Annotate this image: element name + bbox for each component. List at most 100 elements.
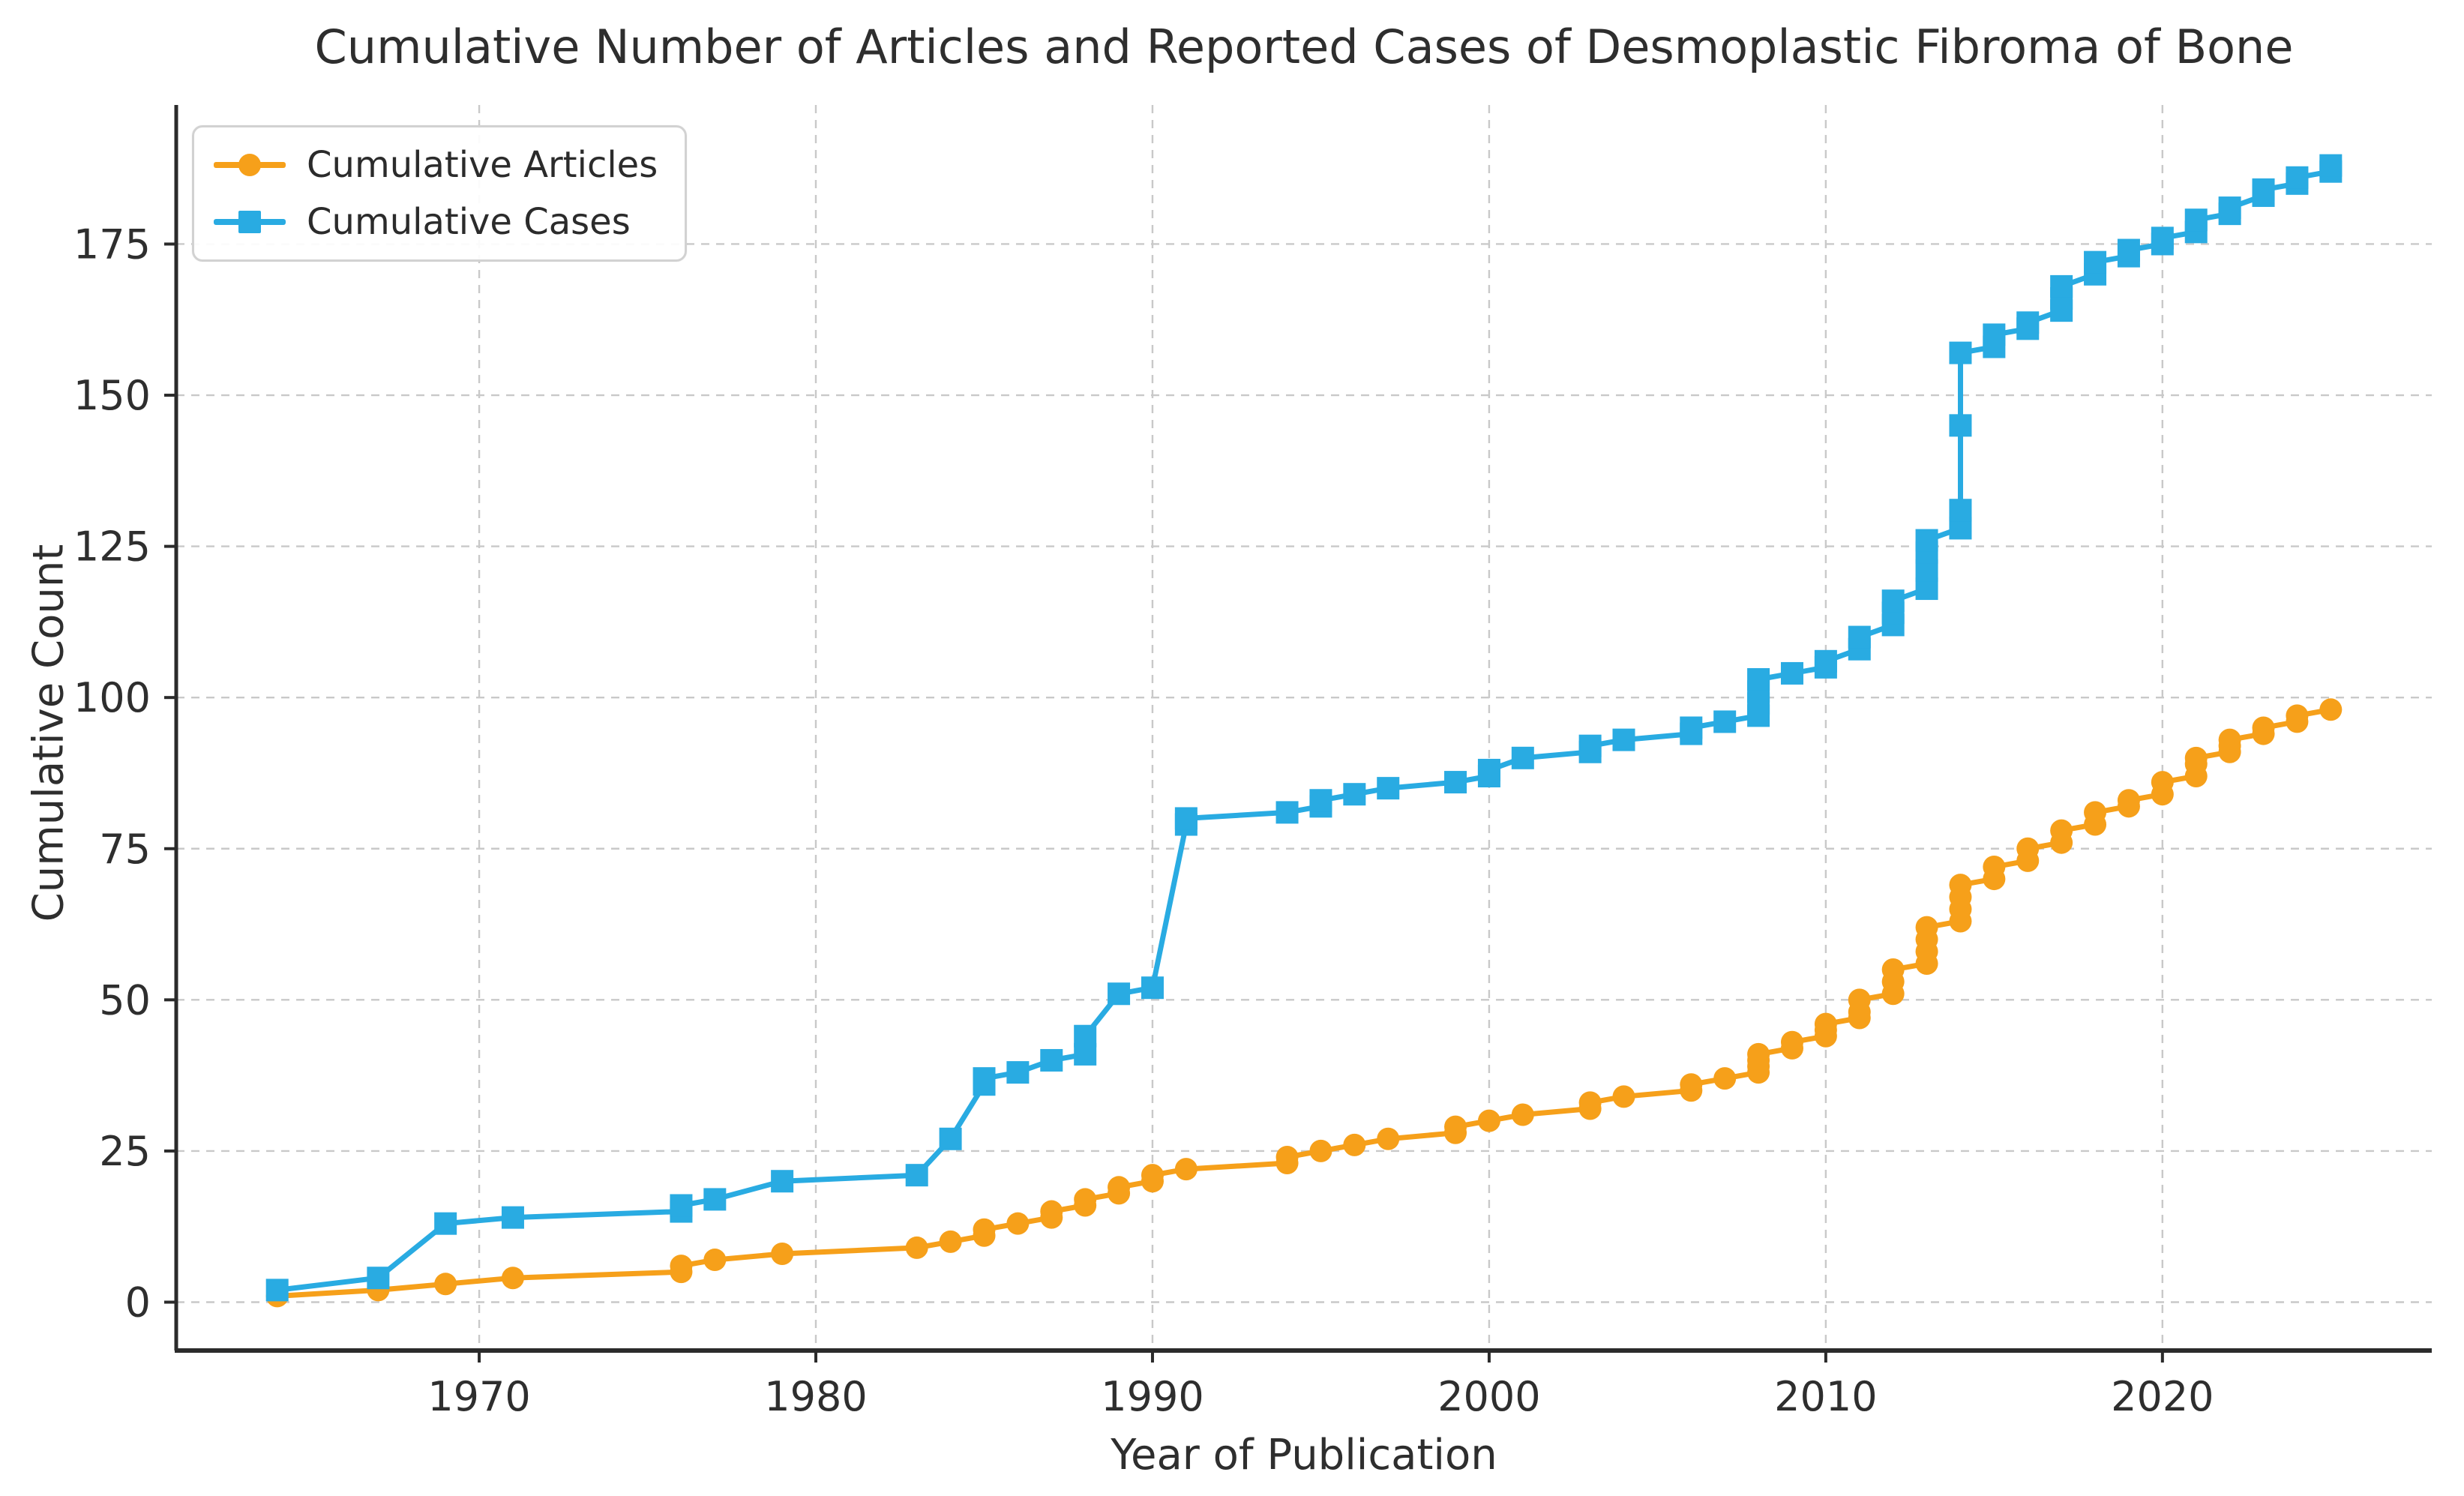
- legend-swatch-articles: [214, 154, 286, 176]
- data-point-circle: [1915, 916, 1938, 939]
- data-point-circle: [1040, 1200, 1063, 1223]
- data-point-circle: [2117, 789, 2140, 812]
- legend: Cumulative Articles Cumulative Cases: [192, 125, 688, 262]
- data-point-circle: [1477, 1109, 1500, 1132]
- data-point-circle: [1511, 1103, 1534, 1126]
- data-point-circle: [1612, 1085, 1635, 1108]
- data-point-square: [973, 1067, 996, 1090]
- square-marker-icon: [238, 211, 261, 233]
- data-point-circle: [501, 1267, 524, 1290]
- data-point-square: [2151, 226, 2174, 250]
- data-point-square: [1915, 529, 1938, 552]
- data-point-circle: [1377, 1127, 1400, 1150]
- data-point-square: [1511, 746, 1534, 769]
- data-point-circle: [2184, 746, 2208, 769]
- data-point-square: [939, 1127, 962, 1150]
- data-point-square: [2218, 196, 2241, 220]
- data-point-square: [1680, 716, 1703, 739]
- data-point-circle: [434, 1273, 457, 1296]
- data-point-square: [2252, 178, 2275, 201]
- data-point-square: [1108, 982, 1131, 1006]
- data-point-square: [1477, 758, 1500, 781]
- data-point-square: [1141, 976, 1164, 1000]
- x-tick-label: 1980: [764, 1373, 867, 1420]
- y-tick-label: 125: [73, 523, 151, 571]
- data-point-square: [2117, 238, 2140, 262]
- data-point-square: [1309, 789, 1332, 812]
- data-point-square: [1949, 414, 1972, 437]
- data-point-circle: [1814, 1012, 1837, 1036]
- x-tick-label: 2020: [2111, 1373, 2214, 1420]
- data-point-circle: [2151, 771, 2174, 794]
- data-point-square: [367, 1267, 390, 1290]
- data-point-square: [1814, 649, 1837, 673]
- legend-swatch-cases: [214, 211, 286, 233]
- data-point-circle: [2084, 801, 2107, 824]
- data-point-square: [265, 1279, 289, 1302]
- data-point-circle: [771, 1242, 794, 1265]
- data-point-square: [1780, 661, 1803, 685]
- data-point-circle: [2016, 837, 2040, 860]
- data-point-square: [2050, 274, 2073, 298]
- x-tick-label: 1990: [1101, 1373, 1204, 1420]
- chart-title: Cumulative Number of Articles and Report…: [314, 19, 2294, 74]
- data-point-square: [2184, 208, 2208, 232]
- data-point-circle: [2050, 819, 2073, 842]
- data-point-circle: [1343, 1133, 1366, 1156]
- data-point-circle: [670, 1255, 693, 1278]
- data-point-circle: [939, 1230, 962, 1253]
- data-point-circle: [1780, 1030, 1803, 1054]
- y-axis-label: Cumulative Count: [24, 544, 73, 922]
- data-point-square: [1747, 667, 1770, 691]
- y-tick-label: 25: [99, 1128, 151, 1175]
- data-point-square: [2016, 311, 2040, 334]
- data-point-circle: [1848, 988, 1871, 1012]
- data-point-square: [771, 1170, 794, 1193]
- data-point-square: [2286, 166, 2309, 189]
- data-point-circle: [1309, 1139, 1332, 1162]
- y-tick-label: 175: [73, 220, 151, 268]
- data-point-circle: [1444, 1115, 1467, 1138]
- data-point-square: [1713, 710, 1737, 733]
- data-point-circle: [1680, 1073, 1703, 1096]
- data-point-square: [1006, 1061, 1030, 1084]
- data-point-square: [1983, 323, 2006, 346]
- data-point-square: [1612, 728, 1635, 751]
- data-point-circle: [1006, 1212, 1030, 1235]
- x-tick-label: 2010: [1774, 1373, 1877, 1420]
- legend-item-cases: Cumulative Cases: [214, 201, 658, 243]
- data-point-circle: [2252, 716, 2275, 739]
- x-tick-label: 1970: [427, 1373, 530, 1420]
- data-point-circle: [1578, 1091, 1602, 1114]
- data-point-square: [1949, 341, 1972, 364]
- x-tick-label: 2000: [1437, 1373, 1540, 1420]
- data-point-circle: [1949, 874, 1972, 897]
- data-point-square: [1578, 734, 1602, 757]
- data-point-square: [1174, 807, 1198, 830]
- data-point-circle: [2218, 728, 2241, 751]
- data-point-square: [1949, 499, 1972, 522]
- data-point-square: [434, 1212, 457, 1235]
- data-point-square: [501, 1206, 524, 1229]
- data-point-square: [670, 1194, 693, 1217]
- data-point-square: [2084, 250, 2107, 274]
- x-axis-label: Year of Publication: [1111, 1431, 1497, 1480]
- data-point-square: [905, 1164, 928, 1187]
- data-point-circle: [1141, 1164, 1164, 1187]
- y-tick-label: 0: [125, 1279, 151, 1326]
- data-point-circle: [1074, 1188, 1097, 1211]
- data-point-square: [2319, 154, 2343, 177]
- data-point-circle: [1747, 1042, 1770, 1066]
- data-point-square: [1074, 1024, 1097, 1048]
- data-point-square: [703, 1188, 727, 1211]
- y-tick-label: 150: [73, 372, 151, 419]
- legend-label-articles: Cumulative Articles: [307, 144, 658, 186]
- data-point-circle: [1713, 1067, 1737, 1090]
- data-point-square: [1377, 777, 1400, 800]
- data-point-circle: [1275, 1145, 1299, 1168]
- data-point-square: [1343, 783, 1366, 806]
- data-point-circle: [1881, 958, 1905, 982]
- data-point-square: [1444, 771, 1467, 794]
- series-line-articles: [274, 706, 2334, 1299]
